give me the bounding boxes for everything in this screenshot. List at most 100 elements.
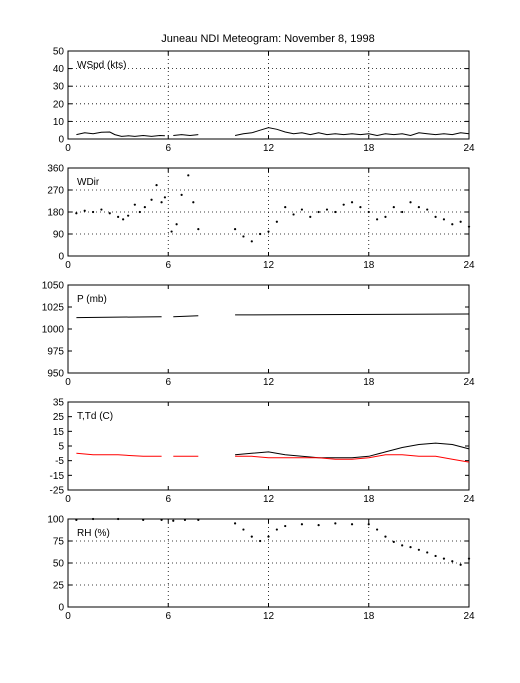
data-point <box>451 223 454 226</box>
series-line-2 <box>76 452 162 457</box>
data-point <box>409 546 412 549</box>
data-point <box>250 535 253 538</box>
y-tick-label: -5 <box>55 456 64 467</box>
series-line-1 <box>173 315 199 318</box>
data-point <box>459 220 462 223</box>
data-point <box>334 522 337 525</box>
data-point <box>259 539 262 543</box>
data-point <box>100 208 103 211</box>
x-tick-label: 24 <box>463 260 475 271</box>
x-tick-label: 0 <box>65 377 71 388</box>
x-tick-label: 12 <box>263 143 275 154</box>
x-tick-label: 6 <box>165 260 171 271</box>
data-point <box>459 563 462 566</box>
y-tick-label: 40 <box>53 64 65 75</box>
y-tick-label: 30 <box>53 82 65 93</box>
panel-label: WSpd (kts) <box>77 60 126 71</box>
y-tick-label: 180 <box>47 208 64 219</box>
panel-1: 0 6 12 18 24 0 10 20 30 40 50 WSpd (kts) <box>53 47 475 155</box>
data-point <box>434 215 437 218</box>
panel-4: 0 6 12 18 24 -25 -15 -5 5 15 25 35 T,Td (C) <box>50 398 475 506</box>
x-tick-label: 6 <box>165 494 171 505</box>
data-point <box>233 228 237 231</box>
y-tick-label: 100 <box>47 515 64 526</box>
y-tick-label: 950 <box>47 369 64 380</box>
y-tick-label: 10 <box>53 117 65 128</box>
x-tick-label: 18 <box>363 377 375 388</box>
panel-label: P (mb) <box>77 294 107 305</box>
data-point <box>284 206 287 209</box>
x-tick-label: 12 <box>263 494 275 505</box>
data-point <box>334 210 337 214</box>
data-point <box>91 517 95 521</box>
data-point <box>350 523 354 526</box>
y-tick-label: 975 <box>47 347 64 358</box>
data-point <box>187 174 190 177</box>
y-tick-label: 270 <box>47 186 64 197</box>
series-line-1 <box>235 313 470 316</box>
data-point <box>83 209 86 212</box>
data-point <box>250 240 253 243</box>
y-tick-label: 15 <box>53 427 65 438</box>
x-tick-label: 18 <box>363 494 375 505</box>
data-point <box>117 215 120 218</box>
y-tick-label: 25 <box>53 412 65 423</box>
data-point <box>392 206 395 209</box>
data-point <box>143 206 146 209</box>
data-point <box>401 210 404 214</box>
data-point <box>122 218 125 221</box>
x-tick-label: 0 <box>65 260 71 271</box>
panel-3: 0 6 12 18 24 950 975 1000 1025 1050 P (mb) <box>42 281 475 389</box>
data-point <box>170 230 173 233</box>
y-tick-label: 90 <box>53 230 65 241</box>
y-tick-label: 0 <box>58 135 64 146</box>
data-point <box>434 554 437 558</box>
y-tick-label: 50 <box>53 47 65 58</box>
data-point <box>197 228 200 231</box>
x-tick-label: 0 <box>65 143 71 154</box>
data-point <box>160 518 163 521</box>
data-point <box>233 522 237 525</box>
x-tick-label: 18 <box>363 143 375 154</box>
x-tick-label: 12 <box>263 611 275 622</box>
data-point <box>376 528 379 531</box>
data-point <box>342 203 345 206</box>
data-point <box>284 524 287 528</box>
x-tick-label: 24 <box>463 611 475 622</box>
data-point <box>392 540 395 543</box>
data-point <box>451 560 454 563</box>
x-tick-label: 24 <box>463 494 475 505</box>
data-point <box>467 225 471 228</box>
data-point <box>300 523 304 526</box>
panel-label: RH (%) <box>77 528 110 539</box>
series-line-1 <box>76 131 165 137</box>
data-point <box>376 218 379 221</box>
series-line-1 <box>173 134 199 137</box>
y-tick-label: -15 <box>50 471 65 482</box>
data-point <box>275 528 278 531</box>
data-point <box>426 208 429 211</box>
data-point <box>175 223 178 226</box>
panel-label: T,Td (C) <box>77 411 113 422</box>
series-line-2 <box>235 454 470 463</box>
y-tick-label: 0 <box>58 252 64 263</box>
data-point <box>180 193 183 196</box>
data-point <box>172 519 175 522</box>
y-tick-label: 1050 <box>42 281 65 292</box>
data-point <box>325 208 329 211</box>
data-point <box>292 213 295 216</box>
data-point <box>108 212 111 215</box>
data-point <box>367 210 370 214</box>
data-point <box>242 528 245 531</box>
data-point <box>359 206 362 209</box>
y-tick-label: -25 <box>50 486 65 497</box>
x-tick-label: 24 <box>463 143 475 154</box>
data-point <box>417 548 420 551</box>
x-tick-label: 24 <box>463 377 475 388</box>
data-point <box>117 517 120 521</box>
x-tick-label: 12 <box>263 377 275 388</box>
panel-5: 0 6 12 18 24 0 25 50 75 100 RH (%) <box>47 515 475 623</box>
y-tick-label: 360 <box>47 164 64 175</box>
